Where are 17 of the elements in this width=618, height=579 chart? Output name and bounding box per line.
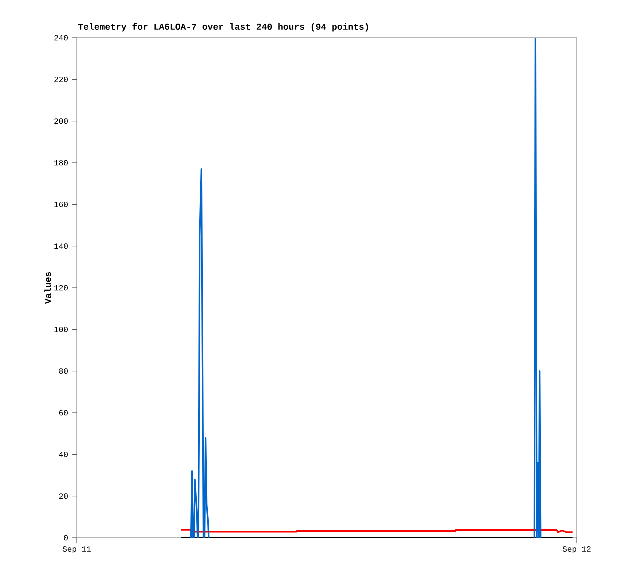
y-tick-label: 0 — [64, 535, 68, 541]
y-tick-label: 140 — [54, 244, 68, 250]
y-tick-label: 180 — [54, 160, 68, 166]
x-tick-label: Sep 12 — [562, 546, 591, 554]
chart-title: Telemetry for LA6LOA-7 over last 240 hours (94 points) — [78, 23, 368, 32]
y-tick-label: 200 — [54, 118, 68, 124]
y-tick-label: 40 — [59, 452, 68, 458]
y-axis-title: Values — [44, 272, 52, 304]
y-tick-label: 160 — [54, 202, 68, 208]
y-tick-label: 220 — [54, 76, 68, 82]
y-tick-label: 60 — [59, 410, 68, 416]
y-tick-label: 20 — [59, 494, 68, 500]
y-tick-label: 120 — [54, 285, 68, 291]
y-tick-label: 100 — [54, 326, 68, 332]
x-tick-label: Sep 11 — [62, 546, 92, 554]
y-tick-label: 240 — [54, 35, 68, 41]
y-tick-label: 80 — [59, 368, 68, 374]
